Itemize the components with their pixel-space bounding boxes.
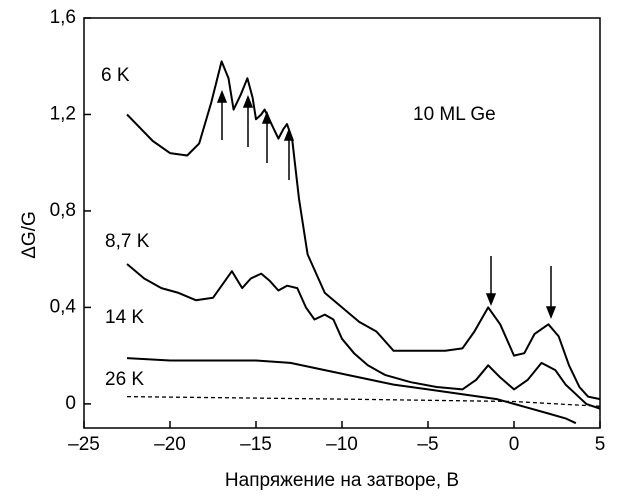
arrow-head [242,94,254,108]
line [126,60,601,401]
line [126,263,601,410]
series-label: 26 K [105,369,144,390]
y-tick-label: 0,4 [50,296,77,317]
plot-frame [83,17,601,429]
arrows [216,89,557,320]
series-label: 14 K [105,307,144,328]
x-tick-label: –15 [240,434,272,455]
y-tick-label: 1,2 [50,103,76,124]
annotation: 10 ML Ge [413,104,496,125]
arrow-head [545,306,557,320]
arrow-head [216,89,228,103]
x-tick-label: 0 [509,434,520,455]
series-label: 6 K [101,65,130,86]
line [126,395,601,407]
y-tick-label: 0,8 [50,200,76,221]
y-axis-title: ΔG/G [19,211,40,259]
y-tick-label: 1,6 [50,7,76,28]
arrow-head [485,293,497,307]
x-tick-label: –10 [326,434,358,455]
series-label: 8,7 K [105,231,150,252]
line [126,357,577,425]
x-tick-label: –20 [154,434,186,455]
x-axis-title: Напряжение на затворе, В [225,470,459,491]
x-tick-label: –25 [68,434,100,455]
y-tick-label: 0 [65,393,76,414]
x-tick-label: –5 [417,434,438,455]
x-tick-label: 5 [595,434,606,455]
